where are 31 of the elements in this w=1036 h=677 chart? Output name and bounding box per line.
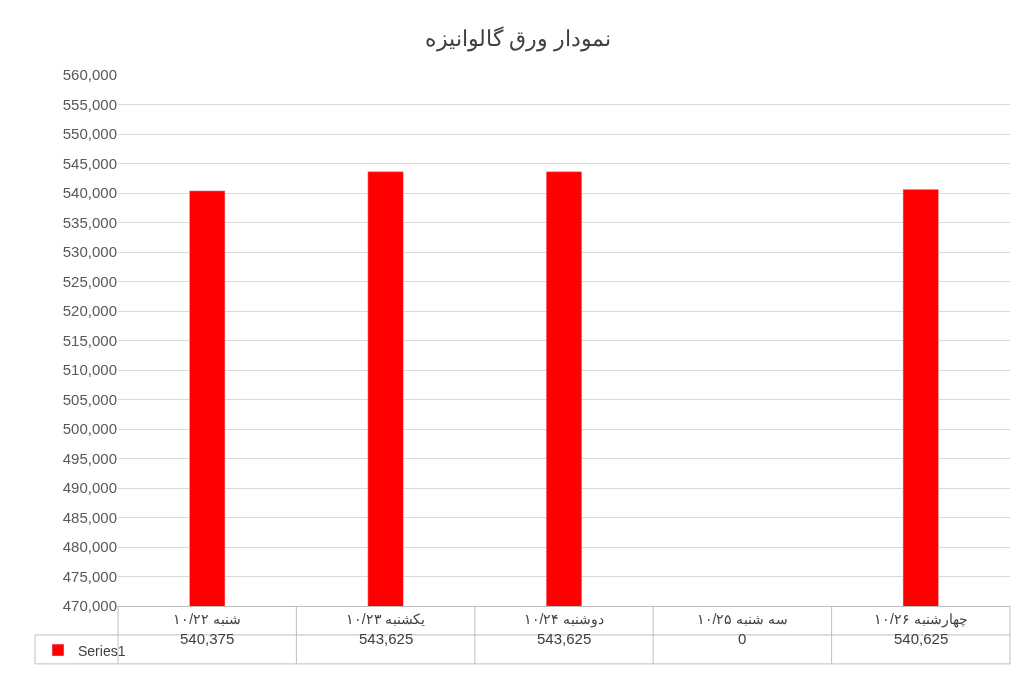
y-tick-label: 550,000 [62,125,117,143]
y-tick-label: 515,000 [62,331,117,349]
x-tick-label: سه شنبه ۱۰/۲۵ [696,610,789,627]
text: 0 [738,630,747,647]
y-tick-label: 520,000 [62,302,117,320]
legend-label: Series1 [78,642,126,659]
x-tick-label: یکشنبه ۱۰/۲۳ [345,610,426,627]
data-label: 543,625 [359,630,414,647]
y-tick-label: 540,000 [62,184,117,202]
y-tick-label: 485,000 [62,508,117,526]
y-tick-label: 505,000 [62,390,117,408]
x-tick-label: شنبه ۱۰/۲۲ [173,610,242,627]
chart-title: نمودار ورق گالوانیزه [424,25,612,52]
y-tick-label: 535,000 [62,213,117,231]
data-label: 543,625 [537,630,592,647]
y-tick-label: 475,000 [62,567,117,585]
x-tick-label: دوشنبه ۱۰/۲۴ [523,610,605,628]
data-label: 540,375 [180,630,235,647]
y-tick-label: 545,000 [62,154,117,172]
x-tick-label: چهارشنبه ۱۰/۲۶ [873,610,968,628]
y-tick-label: 480,000 [62,538,117,556]
y-tick-label: 490,000 [62,479,117,497]
data-label: 540,625 [894,630,949,647]
y-tick-label: 510,000 [62,361,117,379]
y-tick-label: 500,000 [62,420,117,438]
y-tick-label: 470,000 [62,597,117,615]
y-tick-label: 530,000 [62,243,117,261]
y-tick-label: 560,000 [62,66,117,84]
y-tick-label: 495,000 [62,449,117,467]
y-tick-label: 525,000 [62,272,117,290]
y-tick-label: 555,000 [62,95,117,113]
